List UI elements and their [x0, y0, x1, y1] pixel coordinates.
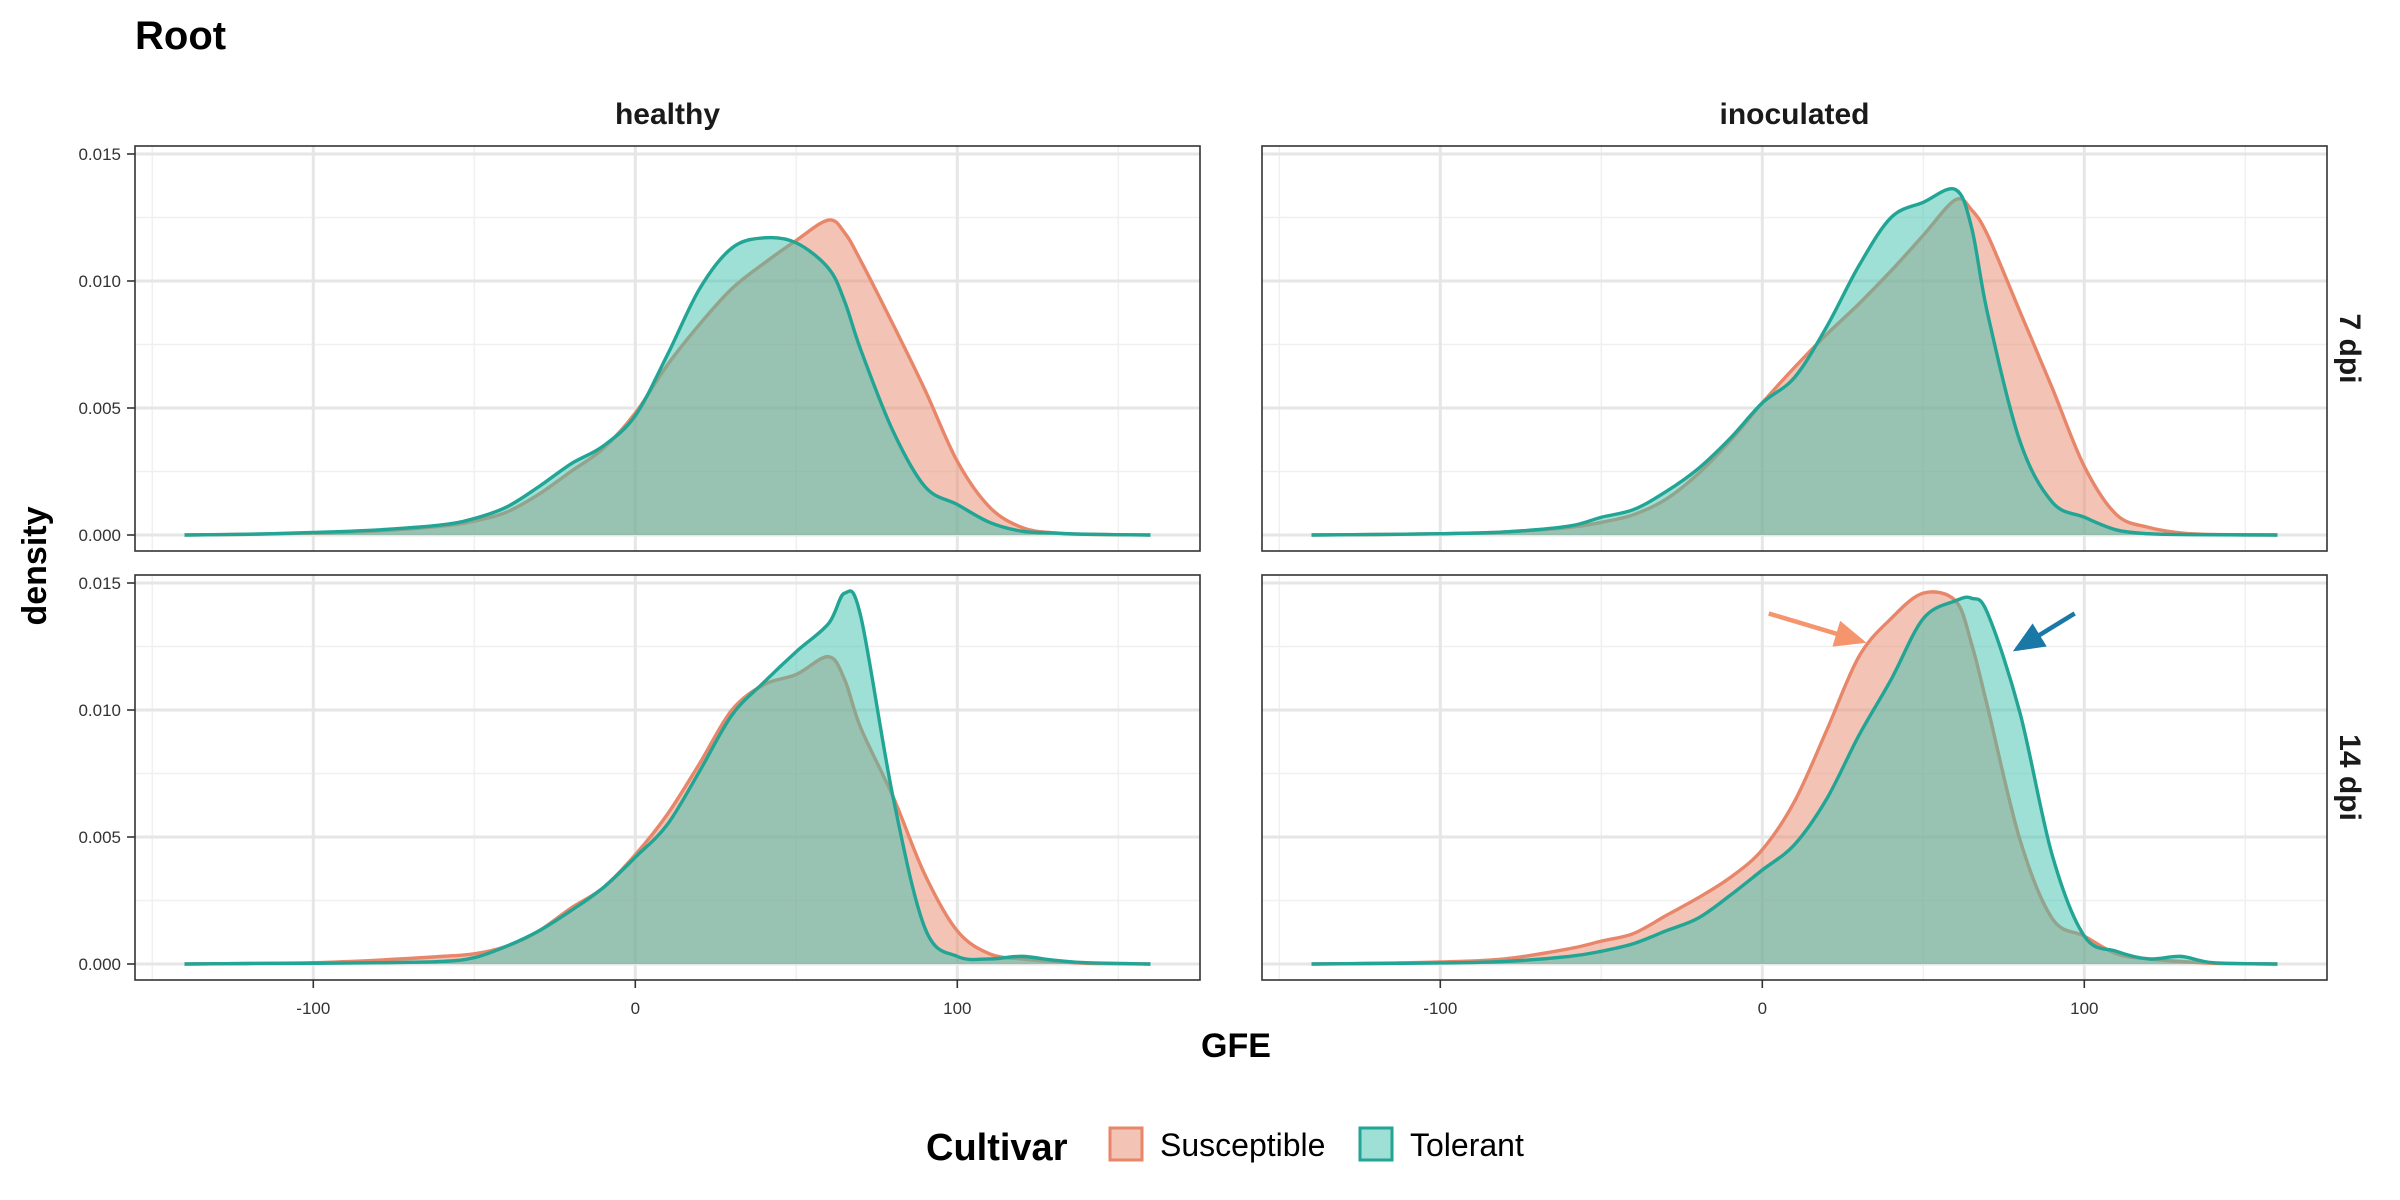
panel-border: [134, 574, 1201, 981]
legend-key-tolerant: [1358, 1126, 1394, 1162]
legend: Cultivar Susceptible Tolerant: [926, 1126, 1524, 1169]
y-tick-label: 0.005: [78, 399, 121, 418]
strip-label-healthy: healthy: [615, 98, 720, 131]
density-line-tolerant: [1311, 187, 2278, 537]
density-area-tolerant: [1311, 597, 2278, 964]
x-tick-label: 100: [943, 999, 971, 1018]
strip-label-14-dpi: 14 dpi: [2333, 734, 2366, 821]
density-area-tolerant: [1311, 188, 2278, 535]
legend-key-susceptible: [1108, 1126, 1144, 1162]
x-tick-label: -100: [296, 999, 330, 1018]
density-line-tolerant: [1311, 595, 2278, 966]
y-tick-label: 0.000: [78, 526, 121, 545]
density-line-tolerant: [184, 235, 1151, 537]
panel-border: [1261, 145, 2328, 552]
density-line-susceptible: [184, 654, 1151, 966]
arrow-annotation-susceptible: [1768, 611, 1867, 647]
panel-border: [134, 145, 1201, 552]
legend-title: Cultivar: [926, 1127, 1068, 1169]
density-area-tolerant: [184, 237, 1151, 535]
x-tick-label: 100: [2070, 999, 2098, 1018]
x-axis-title: GFE: [1201, 1027, 1271, 1065]
legend-label-tolerant: Tolerant: [1410, 1127, 1524, 1163]
x-tick-label: 0: [1758, 999, 1767, 1018]
y-tick-label: 0.000: [78, 955, 121, 974]
panel-healthy-7-dpi: 0.000 0.005 0.010 0.015: [78, 145, 1201, 552]
panel-inoculated-7-dpi: [1261, 145, 2328, 552]
y-tick-label: 0.005: [78, 828, 121, 847]
arrow-annotation-tolerant: [2012, 611, 2076, 652]
y-axis-title: density: [16, 506, 54, 625]
density-line-susceptible: [1311, 590, 2278, 966]
strip-label-inoculated: inoculated: [1719, 98, 1869, 131]
panel-inoculated-14-dpi: -100 0 100: [1261, 574, 2328, 1018]
density-area-tolerant: [184, 590, 1151, 964]
density-area-susceptible: [1311, 198, 2278, 536]
y-tick-label: 0.010: [78, 701, 121, 720]
x-tick-label: 0: [631, 999, 640, 1018]
legend-label-susceptible: Susceptible: [1160, 1127, 1325, 1163]
x-tick-label: -100: [1423, 999, 1457, 1018]
strip-label-7-dpi: 7 dpi: [2333, 313, 2366, 383]
density-line-tolerant: [184, 589, 1151, 966]
y-tick-label: 0.015: [78, 574, 121, 593]
y-tick-label: 0.015: [78, 145, 121, 164]
y-tick-label: 0.010: [78, 272, 121, 291]
panel-border: [1261, 574, 2328, 981]
chart-title: Root: [135, 14, 226, 58]
panel-healthy-14-dpi: 0.000 0.005 0.010 0.015 -100 0 100: [78, 574, 1201, 1018]
